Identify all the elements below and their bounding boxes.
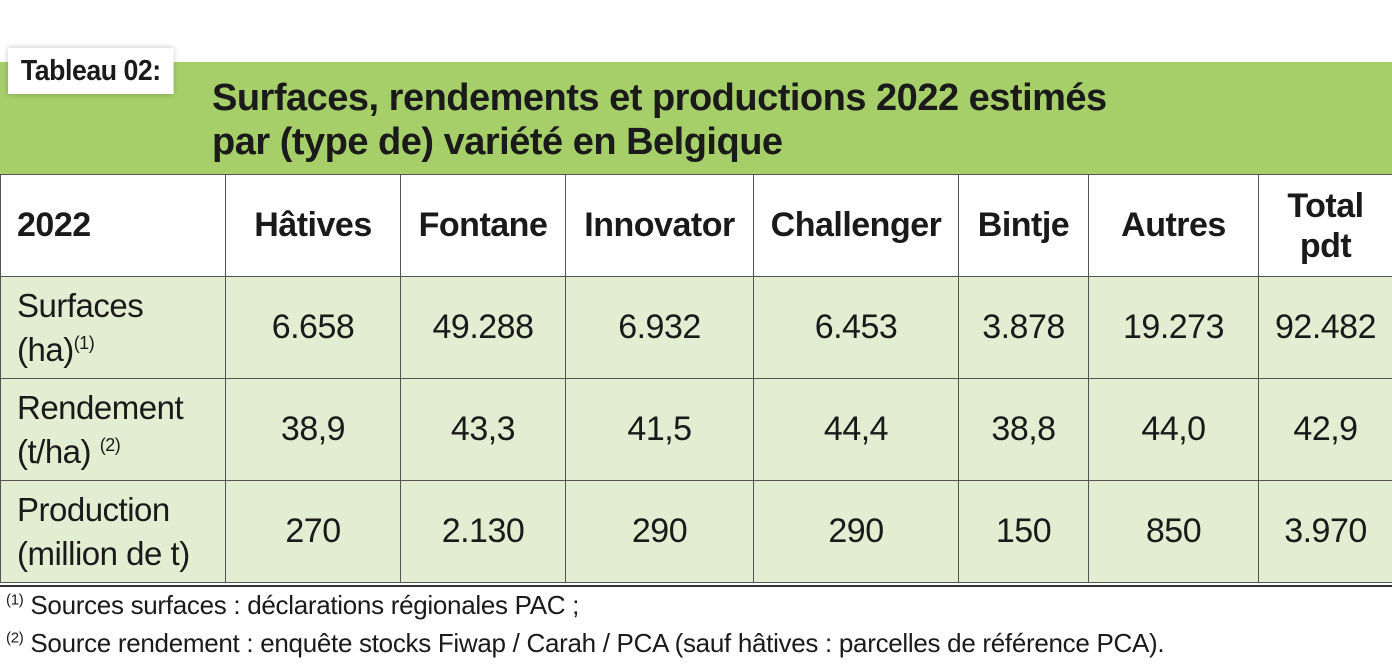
row-header-rendement: Rendement (t/ha) (2) [0,378,226,481]
table-cell: 850 [1088,480,1259,583]
table-row-rendement: Rendement (t/ha) (2) 38,9 43,3 41,5 44,4… [0,378,1392,481]
table-title: Surfaces, rendements et productions 2022… [212,76,1362,164]
table-cell: 6.932 [565,276,754,379]
footnote-2: (2) Source rendement : enquête stocks Fi… [6,628,1165,659]
table-cell: 290 [753,480,959,583]
col-header-hatives: Hâtives [225,174,401,277]
row-label-line1: Surfaces [17,286,144,324]
col-header-bintje: Bintje [958,174,1089,277]
footnote-text: Source rendement : enquête stocks Fiwap … [23,628,1165,658]
row-label-line2: (ha)(1) [17,330,95,368]
row-header-surfaces: Surfaces (ha)(1) [0,276,226,379]
table-cell: 38,8 [958,378,1089,481]
footnote-ref: (1) [73,332,95,353]
row-label-line1: Production [17,490,170,528]
title-banner [0,62,1392,174]
table-cell: 41,5 [565,378,754,481]
col-header-total: Total pdt [1258,174,1392,277]
table-cell: 6.453 [753,276,959,379]
table-cell: 2.130 [400,480,566,583]
table-cell: 19.273 [1088,276,1259,379]
col-header-total-line1: Total [1287,186,1364,225]
footnote-mark: (2) [6,629,24,647]
table-cell: 6.658 [225,276,401,379]
footnote-ref: (2) [99,434,121,455]
table-row-surfaces: Surfaces (ha)(1) 6.658 49.288 6.932 6.45… [0,276,1392,379]
col-header-challenger: Challenger [753,174,959,277]
table-cell: 38,9 [225,378,401,481]
col-header-year: 2022 [0,174,226,277]
table-cell-total: 42,9 [1258,378,1392,481]
table-cell: 290 [565,480,754,583]
title-line-2: par (type de) variété en Belgique [212,121,783,163]
table-cell: 43,3 [400,378,566,481]
table-row-production: Production (million de t) 270 2.130 290 … [0,480,1392,583]
col-header-autres: Autres [1088,174,1259,277]
header-row: 2022 Hâtives Fontane Innovator Challenge… [0,174,1392,277]
footnote-1: (1) Sources surfaces : déclarations régi… [6,590,579,621]
table-cell: 44,0 [1088,378,1259,481]
table-cell: 270 [225,480,401,583]
table-cell: 3.878 [958,276,1089,379]
table-cell: 49.288 [400,276,566,379]
table-bottom-rule [0,585,1392,587]
data-table: 2022 Hâtives Fontane Innovator Challenge… [0,174,1392,583]
table-cell: 44,4 [753,378,959,481]
table-label: Tableau 02: [8,48,174,94]
col-header-innovator: Innovator [565,174,754,277]
row-label-line1: Rendement [17,388,184,426]
footnote-mark: (1) [6,591,24,609]
footnote-text: Sources surfaces : déclarations régional… [23,590,580,620]
row-label-line2: (t/ha) (2) [17,432,121,470]
col-header-total-line2: pdt [1299,226,1352,265]
col-header-fontane: Fontane [400,174,566,277]
table-cell-total: 3.970 [1258,480,1392,583]
table-cell: 150 [958,480,1089,583]
table-cell-total: 92.482 [1258,276,1392,379]
title-line-1: Surfaces, rendements et productions 2022… [212,77,1107,119]
row-header-production: Production (million de t) [0,480,226,583]
row-label-line2: (million de t) [17,534,190,572]
